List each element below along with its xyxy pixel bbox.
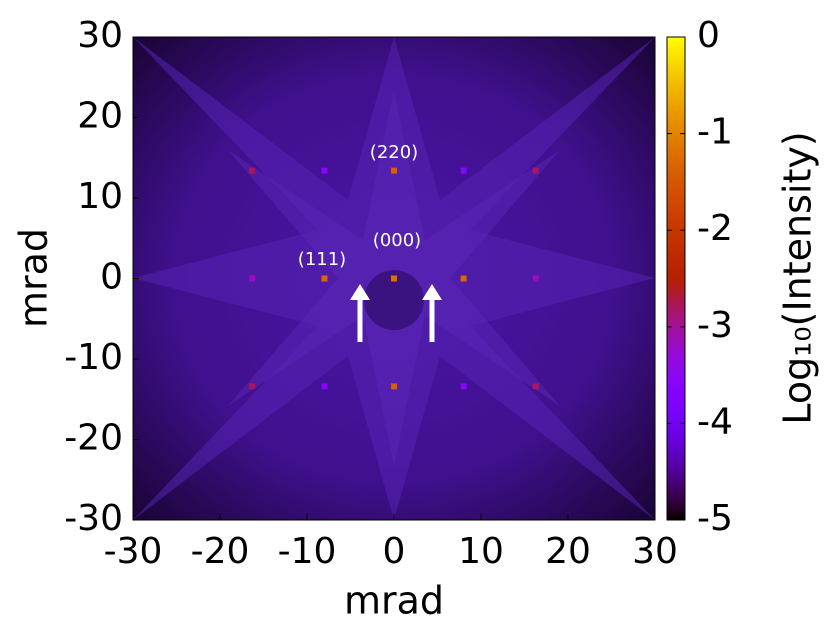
y-axis-label: mrad xyxy=(12,228,56,328)
diffraction-spot xyxy=(460,275,467,282)
diffraction-spot xyxy=(249,167,256,174)
diffraction-spot xyxy=(321,383,328,390)
annotation: (000) xyxy=(373,230,421,251)
colorbar xyxy=(666,36,686,521)
y-tick-label: 10 xyxy=(77,176,123,217)
colorbar-tick-label: -5 xyxy=(697,498,733,539)
diffraction-spot xyxy=(391,275,397,282)
y-tick-label: -30 xyxy=(64,498,123,539)
colorbar-label: Log₁₀(Intensity) xyxy=(776,131,820,424)
diffraction-spot xyxy=(532,275,539,282)
x-tick-label: -30 xyxy=(104,531,163,572)
diffraction-spot xyxy=(532,383,539,390)
diffraction-spot xyxy=(321,275,328,282)
colorbar-tick-label: -1 xyxy=(697,112,733,153)
colorbar-tick-label: -2 xyxy=(697,208,733,249)
x-tick-label: -10 xyxy=(278,531,337,572)
colorbar-tick-label: -4 xyxy=(697,401,733,442)
x-tick-label: 20 xyxy=(545,531,591,572)
plot-area xyxy=(249,167,539,390)
diffraction-spot xyxy=(249,383,256,390)
x-tick-label: -20 xyxy=(191,531,250,572)
y-tick-label: -10 xyxy=(64,337,123,378)
diffraction-spot xyxy=(460,167,467,174)
y-tick-label: 30 xyxy=(77,15,123,56)
annotation: (111) xyxy=(298,249,346,270)
diffraction-spot xyxy=(460,383,467,390)
annotation: (220) xyxy=(370,142,418,163)
colorbar-tick-label: -3 xyxy=(697,305,733,346)
arrows xyxy=(350,284,442,342)
diffraction-spot xyxy=(249,275,256,282)
diffraction-spot xyxy=(321,167,328,174)
x-tick-label: 0 xyxy=(383,531,406,572)
x-tick-label: 30 xyxy=(632,531,678,572)
y-tick-label: 0 xyxy=(100,257,123,298)
colorbar-tick-label: 0 xyxy=(697,15,720,56)
x-axis-label: mrad xyxy=(344,579,444,623)
y-tick-label: 20 xyxy=(77,96,123,137)
y-tick-label: -20 xyxy=(64,418,123,459)
diffraction-spot xyxy=(391,167,397,174)
x-tick-label: 10 xyxy=(458,531,504,572)
diffraction-spot xyxy=(532,167,539,174)
diffraction-spot xyxy=(391,383,397,390)
